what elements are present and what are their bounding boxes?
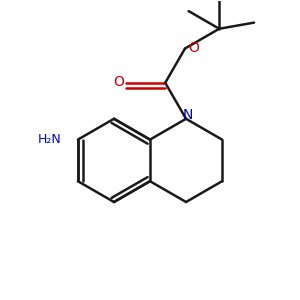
Text: H₂N: H₂N xyxy=(38,133,61,146)
Text: N: N xyxy=(182,108,193,122)
Text: O: O xyxy=(188,41,199,55)
Text: O: O xyxy=(114,75,124,89)
